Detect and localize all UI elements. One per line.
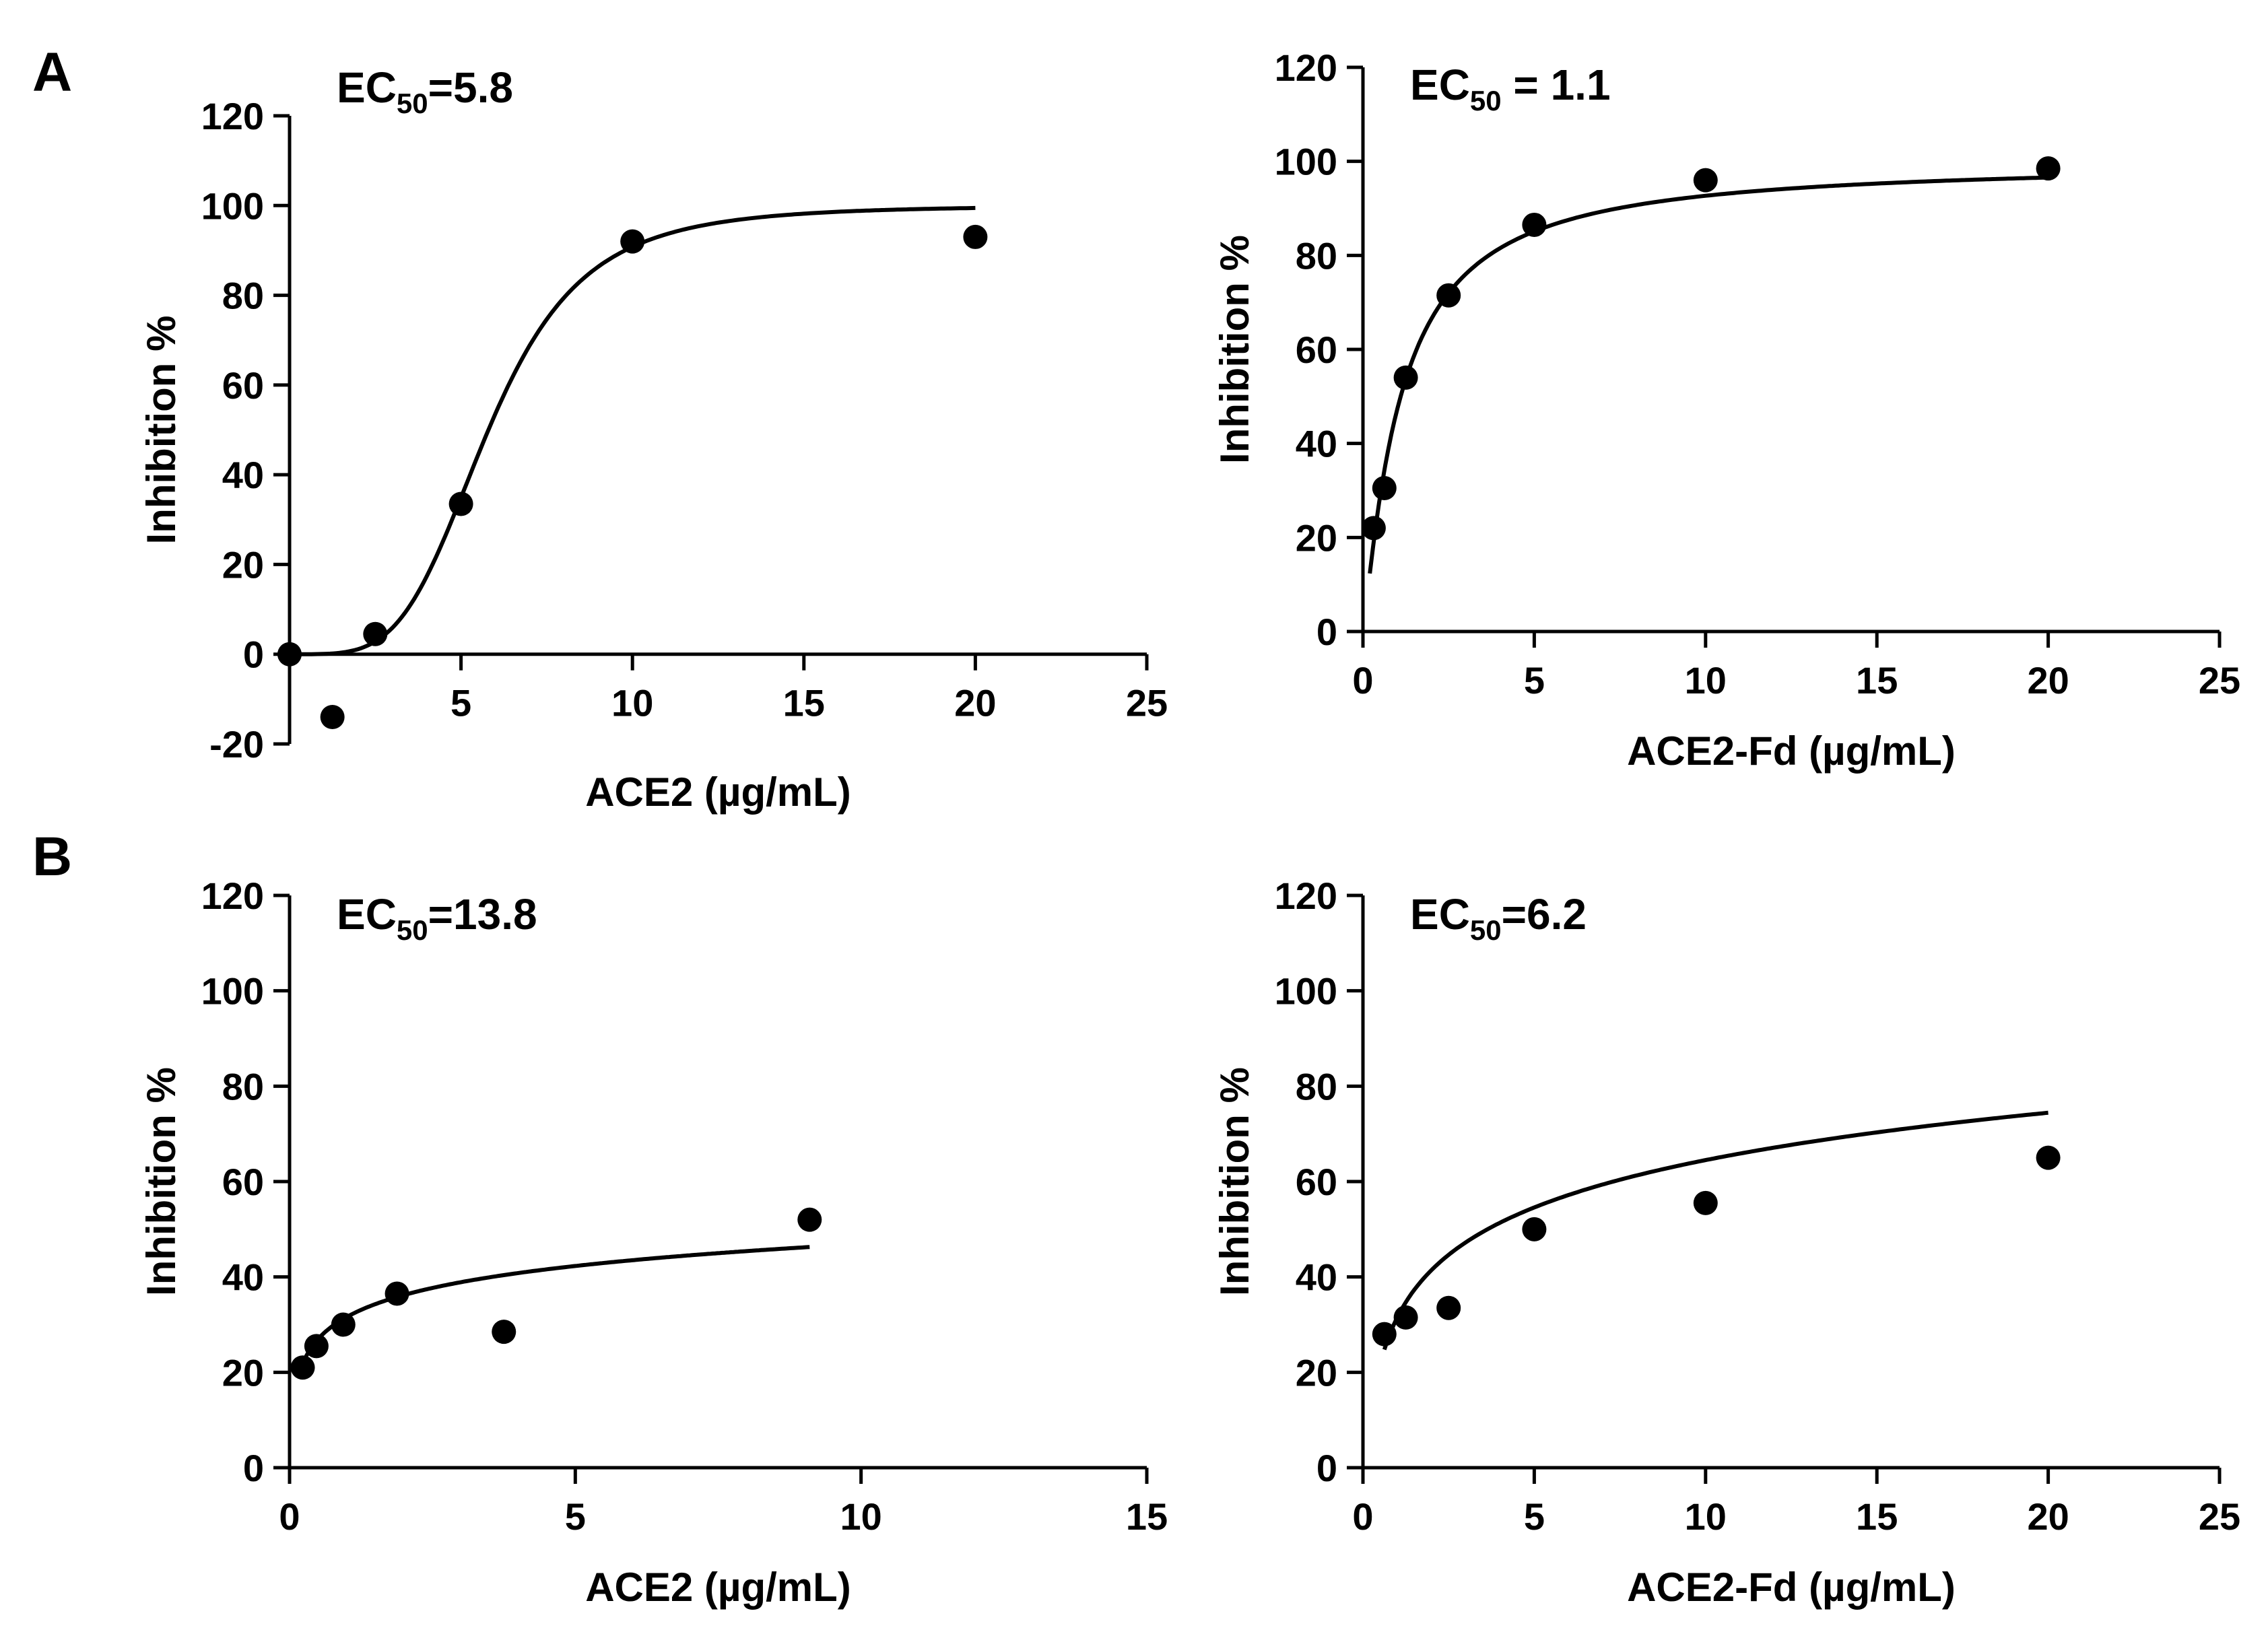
y-tick-label: 100 [201,970,264,1013]
y-axis-title: Inhibition % [139,316,184,545]
y-tick-label: 20 [222,1351,264,1394]
y-tick-label: 40 [1296,423,1337,465]
y-tick-label: 40 [222,454,264,496]
y-axis-title: Inhibition % [1212,1067,1257,1296]
x-tick-label: 15 [1126,1495,1168,1538]
ec50-annotation: EC50=6.2 [1410,890,1587,946]
fit-curve [1382,1110,2048,1351]
y-tick-label: 20 [222,543,264,586]
data-point [963,224,988,249]
data-point [320,705,345,730]
data-point [1522,212,1547,237]
data-point [277,642,302,667]
data-point [1372,476,1397,501]
data-point [304,1334,329,1359]
data-point [331,1312,356,1337]
data-point [1393,365,1418,390]
x-tick-label: 15 [1856,659,1898,702]
ec50-annotation: EC50 = 1.1 [1410,61,1611,116]
y-tick-label: 100 [1275,970,1337,1013]
y-tick-label: 60 [222,1161,264,1203]
x-tick-label: 5 [1524,1495,1545,1538]
data-point [1693,1190,1718,1215]
y-tick-label: 0 [1316,611,1337,653]
x-tick-label: 20 [2027,1495,2069,1538]
x-tick-label: 5 [1524,659,1545,702]
x-tick-label: 25 [2199,1495,2240,1538]
data-point [1372,1322,1397,1347]
data-point [1522,1217,1547,1241]
y-tick-label: 80 [1296,1065,1337,1107]
x-tick-label: 0 [1352,659,1373,702]
x-tick-label: 10 [840,1495,882,1538]
x-tick-label: 5 [565,1495,586,1538]
y-tick-label: 100 [201,184,264,227]
y-tick-label: 120 [201,95,264,137]
ec50-annotation: EC50=5.8 [337,63,513,119]
x-axis-title: ACE2 (µg/mL) [585,770,851,815]
x-tick-label: 20 [954,682,996,724]
x-tick-label: 20 [2027,659,2069,702]
data-point [1693,168,1718,193]
y-tick-label: 100 [1275,141,1337,183]
y-tick-label: 80 [222,275,264,317]
x-tick-label: 10 [1685,1495,1727,1538]
data-point [2036,1145,2061,1170]
panel-label-a: A [32,42,72,103]
x-tick-label: 0 [279,1495,300,1538]
y-tick-label: 80 [1296,234,1337,277]
y-tick-label: 120 [1275,875,1337,917]
x-tick-label: 25 [1126,682,1168,724]
x-tick-label: 15 [1856,1495,1898,1538]
y-tick-label: 60 [1296,1161,1337,1203]
data-point [1436,283,1461,308]
data-point [797,1207,822,1232]
x-axis-title: ACE2 (µg/mL) [585,1565,851,1610]
fit-curve [1368,175,2048,574]
y-tick-label: 60 [222,364,264,407]
data-point [1393,1305,1418,1330]
data-point [492,1320,516,1344]
data-point [1361,516,1386,541]
y-tick-label: 20 [1296,1351,1337,1394]
y-tick-label: 60 [1296,329,1337,371]
y-tick-label: 20 [1296,516,1337,559]
x-tick-label: 15 [783,682,825,724]
data-point [385,1281,409,1306]
y-tick-label: 0 [243,1447,264,1489]
x-tick-label: 5 [451,682,471,724]
data-point [2036,156,2061,181]
fit-curve [300,1245,810,1365]
x-axis-title: ACE2-Fd (µg/mL) [1627,1565,1956,1610]
x-tick-label: 10 [611,682,653,724]
y-tick-label: 40 [222,1256,264,1299]
data-point [1436,1295,1461,1320]
data-point [363,621,388,646]
panel-label-b: B [32,826,72,887]
chart-b-ace2-fd: 0 20 40 60 80 100 120 0 5 10 15 20 25 ACE2-Fd (µg/mL)… [1212,875,2240,1610]
chart-a-ace2-fd: 0 20 40 60 80 100 120 0 5 10 15 20 25 ACE2-Fd (µg/mL)… [1212,46,2240,774]
fit-curve [290,205,976,656]
y-tick-label: 120 [201,875,264,917]
x-tick-label: 0 [1352,1495,1373,1538]
chart-b-ace2: 0 20 40 60 80 100 120 0 5 10 15 ACE2 (µg/mL) Inhibit… [139,875,1168,1610]
y-tick-label: 120 [1275,46,1337,89]
y-tick-label: 80 [222,1065,264,1107]
y-tick-label: 40 [1296,1256,1337,1299]
data-point [620,229,645,254]
y-axis-title: Inhibition % [139,1067,184,1296]
x-tick-label: 25 [2199,659,2240,702]
y-tick-label: 0 [1316,1447,1337,1489]
ec50-annotation: EC50=13.8 [337,890,537,946]
y-axis-title: Inhibition % [1212,235,1257,464]
x-axis-title: ACE2-Fd (µg/mL) [1627,728,1956,774]
y-tick-label: 0 [243,634,264,676]
data-point [448,491,473,516]
data-point [290,1355,315,1380]
x-tick-label: 10 [1685,659,1727,702]
y-tick-label: -20 [209,723,264,765]
chart-a-ace2: -20 0 20 40 60 80 100 120 5 10 15 20 25 ACE2 (µg/mL) I… [139,63,1168,815]
